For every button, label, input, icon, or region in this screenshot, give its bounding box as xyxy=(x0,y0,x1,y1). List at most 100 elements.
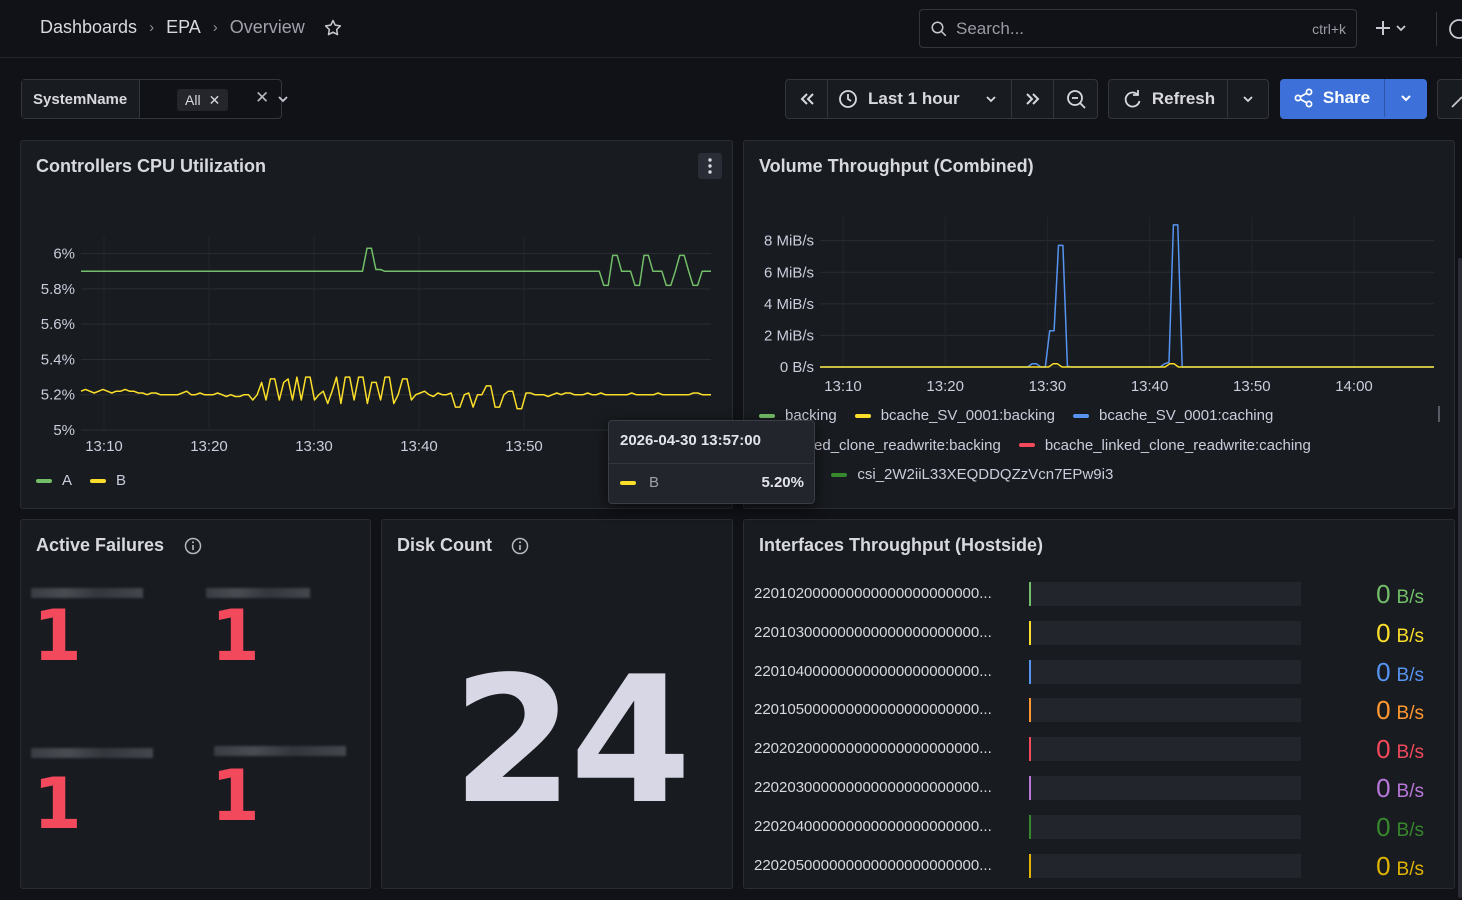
share-button[interactable]: Share xyxy=(1280,79,1385,117)
chevron-right-icon: › xyxy=(149,19,155,36)
value-unit: B/s xyxy=(1396,742,1424,764)
refresh-icon xyxy=(1124,90,1141,108)
remove-chip-icon[interactable]: ✕ xyxy=(208,91,221,108)
chevron-down-icon xyxy=(986,96,996,103)
x-tick-label: 13:10 xyxy=(824,378,862,395)
chevron-down-icon[interactable] xyxy=(277,90,289,108)
redacted-label xyxy=(31,588,143,598)
plus-icon xyxy=(1376,21,1406,35)
value-number: 0 xyxy=(1376,617,1391,648)
disk-count-value: 24 xyxy=(452,640,692,843)
value-number: 0 xyxy=(1376,811,1391,842)
legend-scrollbar[interactable] xyxy=(1438,406,1440,422)
time-range-picker[interactable]: Last 1 hour xyxy=(828,80,1012,118)
y-tick-label: 6% xyxy=(53,246,75,263)
page-scrollbar[interactable] xyxy=(1458,258,1462,898)
x-tick-label: 13:10 xyxy=(85,438,123,455)
time-back-button[interactable] xyxy=(786,80,828,118)
tooltip-series-swatch xyxy=(620,481,636,485)
bar-track xyxy=(1029,620,1301,645)
legend-label: bcache_linked_clone_readwrite:caching xyxy=(1044,436,1311,454)
interface-row[interactable]: 220204000000000000000000000... 0 B/s xyxy=(754,812,1434,842)
legend-swatch xyxy=(1018,443,1035,447)
add-button[interactable] xyxy=(1372,14,1416,42)
variable-value-chip[interactable]: All ✕ xyxy=(177,89,229,111)
value-unit: B/s xyxy=(1396,819,1424,841)
series-line-b[interactable] xyxy=(80,376,711,410)
bar-track xyxy=(1029,698,1301,723)
share-dropdown[interactable] xyxy=(1385,79,1427,117)
info-icon[interactable] xyxy=(511,537,529,555)
redacted-label xyxy=(214,746,346,756)
series-line-bcache-sv-0001-caching[interactable] xyxy=(820,224,1434,368)
edit-button[interactable] xyxy=(1437,79,1462,119)
interface-row[interactable]: 220205000000000000000000000... 0 B/s xyxy=(754,851,1434,881)
clear-icon[interactable]: ✕ xyxy=(255,88,270,107)
series-line-a[interactable] xyxy=(81,247,711,287)
info-icon[interactable] xyxy=(184,537,202,555)
interface-name: 220105000000000000000000000... xyxy=(754,701,992,719)
time-forward-button[interactable] xyxy=(1012,80,1054,118)
panel-menu-button[interactable] xyxy=(698,153,722,179)
legend-label: B xyxy=(116,472,127,489)
bar-track xyxy=(1029,737,1301,762)
zoom-out-button[interactable] xyxy=(1054,80,1097,118)
star-icon[interactable] xyxy=(323,18,343,38)
interface-row[interactable]: 220203000000000000000000000... 0 B/s xyxy=(754,773,1434,803)
legend-label: che_linked_clone_readwrite:backing xyxy=(759,436,1001,454)
panel-title: Active Failures xyxy=(36,535,165,555)
bar-fill xyxy=(1029,582,1031,606)
legend-swatch xyxy=(854,413,871,418)
cpu-line-chart[interactable]: 6% 5.8% 5.6% 5.4% 5.2% 5% 13:10 13:20 13:30 13:40… xyxy=(21,216,732,466)
help-button[interactable] xyxy=(1436,12,1462,46)
interface-value: 0 B/s xyxy=(1376,734,1424,765)
system-name-variable[interactable]: SystemName All ✕ ✕ xyxy=(21,79,288,119)
search-placeholder: Search... xyxy=(956,19,1025,38)
interface-name: 220202000000000000000000000... xyxy=(754,740,992,758)
interface-row[interactable]: 220103000000000000000000000... 0 B/s xyxy=(754,618,1434,648)
legend-item[interactable]: csi_2W2iiL33XEQDDQZzVcn7EPw9i3 xyxy=(831,466,1113,483)
interface-row[interactable]: 220102000000000000000000000... 0 B/s xyxy=(754,579,1434,609)
legend-item[interactable]: che_linked_clone_readwrite:backing xyxy=(759,437,1001,454)
y-tick-label: 6 MiB/s xyxy=(764,264,814,281)
interface-row[interactable]: 220202000000000000000000000... 0 B/s xyxy=(754,734,1434,764)
bar-track xyxy=(1029,582,1301,606)
double-chevron-left-icon xyxy=(800,93,814,105)
refresh-button[interactable]: Refresh xyxy=(1109,80,1228,118)
interface-value: 0 B/s xyxy=(1376,618,1424,649)
x-tick-label: 13:50 xyxy=(1233,378,1271,395)
x-tick-label: 13:40 xyxy=(1131,378,1169,395)
interface-name: 220203000000000000000000000... xyxy=(754,779,992,796)
series-line-bcache-sv-0001-backing[interactable] xyxy=(820,363,1434,368)
chevron-right-icon: › xyxy=(212,19,218,36)
interface-row[interactable]: 220104000000000000000000000... 0 B/s xyxy=(754,657,1434,687)
legend-item[interactable]: bcache_linked_clone_readwrite:caching xyxy=(1018,436,1311,454)
volume-line-chart[interactable]: 8 MiB/s 6 MiB/s 4 MiB/s 2 MiB/s 0 B/s 13:10 13… xyxy=(744,201,1454,401)
breadcrumb: Dashboards › EPA › Overview xyxy=(40,17,343,38)
refresh-interval-dropdown[interactable] xyxy=(1228,80,1268,118)
legend-item[interactable]: A xyxy=(36,472,72,489)
bar-fill xyxy=(1029,698,1031,723)
legend-item[interactable]: bcache_SV_0001:backing xyxy=(854,407,1055,424)
failure-count-4: 1 xyxy=(211,755,260,837)
interface-value: 0 B/s xyxy=(1376,695,1424,726)
legend-item[interactable]: bcache_SV_0001:caching xyxy=(1073,407,1273,424)
y-tick-label: 5.8% xyxy=(41,281,75,298)
search-input[interactable]: Search... ctrl+k xyxy=(919,9,1357,48)
tooltip-time: 2026-04-30 13:57:00 xyxy=(620,432,761,449)
legend-label: A xyxy=(62,472,73,489)
legend-item[interactable]: B xyxy=(90,472,126,489)
y-tick-label: 5.4% xyxy=(41,351,75,368)
interface-name: 220204000000000000000000000... xyxy=(754,817,992,835)
breadcrumb-dashboards[interactable]: Dashboards xyxy=(40,17,138,37)
value-unit: B/s xyxy=(1396,781,1424,802)
bar-track xyxy=(1029,659,1301,684)
breadcrumb-folder[interactable]: EPA xyxy=(166,17,201,37)
legend-label: bcache_SV_0001:caching xyxy=(1099,407,1274,424)
panel-title: Volume Throughput (Combined) xyxy=(759,156,1034,176)
bar-track xyxy=(1029,853,1301,878)
interface-row[interactable]: 220105000000000000000000000... 0 B/s xyxy=(754,695,1434,725)
legend-swatch xyxy=(759,413,775,418)
legend-item[interactable]: backing xyxy=(759,407,837,424)
